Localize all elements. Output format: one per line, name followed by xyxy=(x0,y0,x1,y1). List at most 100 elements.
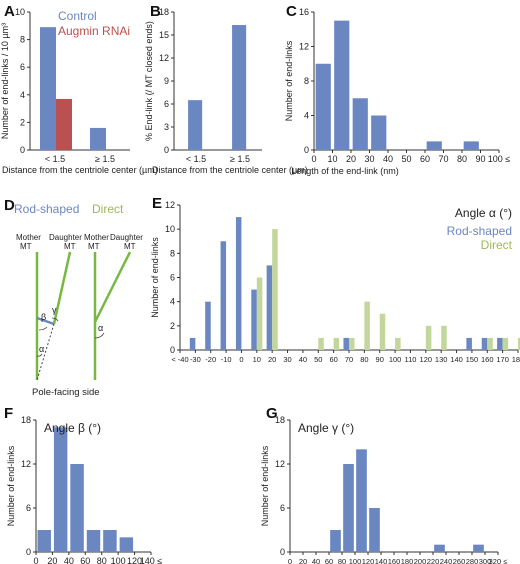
bar xyxy=(235,217,242,350)
y-tick-label: 10 xyxy=(165,224,175,234)
label-mt-right: MT xyxy=(88,242,100,251)
bar xyxy=(441,325,447,350)
x-tick-label: 180 xyxy=(401,557,414,564)
panel-label-c: C xyxy=(286,3,297,20)
bar xyxy=(315,63,331,150)
bar xyxy=(497,337,503,350)
y-tick-label: 0 xyxy=(164,145,169,155)
y-tick-label: 12 xyxy=(21,459,31,469)
x-tick-label: 0 xyxy=(239,355,243,364)
chart-g: 0 6 12 18 Number of end-links 0 20 40 60 80 100 120… xyxy=(260,415,507,564)
bar xyxy=(487,337,493,350)
y-tick-label: 8 xyxy=(304,76,309,86)
chart-title: Angle α (°) xyxy=(455,206,512,220)
x-tick-label: 80 xyxy=(457,154,467,164)
bar xyxy=(251,289,257,350)
y-tick-label: 4 xyxy=(304,111,309,121)
y-tick-label: 18 xyxy=(159,7,169,17)
x-tick-label: -30 xyxy=(190,355,201,364)
bar xyxy=(364,301,370,350)
y-axis-title: Number of end-links xyxy=(150,237,160,318)
label-daughter-right: Daughter xyxy=(110,233,143,242)
label-mother-right: Mother xyxy=(84,233,109,242)
y-tick-label: 18 xyxy=(275,415,285,425)
y-tick-label: 0 xyxy=(280,547,285,557)
alpha-symbol-1: α xyxy=(39,344,44,354)
y-tick-label: 6 xyxy=(20,62,25,72)
x-tick-label: 70 xyxy=(438,154,448,164)
x-tick-label: ≥ 1.5 xyxy=(95,154,115,164)
x-tick-label: 20 xyxy=(268,355,276,364)
x-tick-label: 200 xyxy=(414,557,427,564)
x-tick-label: < -40 xyxy=(171,355,188,364)
y-tick-label: 6 xyxy=(164,99,169,109)
legend-entry: Augmin RNAi xyxy=(58,24,130,38)
bar xyxy=(369,508,380,552)
x-tick-label: 60 xyxy=(325,557,333,564)
bar xyxy=(333,337,340,350)
x-tick-label: 120 xyxy=(127,556,142,564)
charts-layer: 0 2 4 6 8 10 Number of end-links / 10 µm³ < 1.5… xyxy=(0,7,520,564)
bar xyxy=(119,537,134,552)
bar xyxy=(256,277,263,350)
label-mt-left2: MT xyxy=(64,242,76,251)
x-tick-label: 160 xyxy=(388,557,401,564)
gamma-symbol: γ xyxy=(52,305,57,315)
bar xyxy=(466,337,472,350)
x-tick-label: 80 xyxy=(338,557,346,564)
bar xyxy=(379,313,386,350)
bar xyxy=(334,20,350,150)
x-tick-label: 50 xyxy=(401,154,411,164)
bar xyxy=(518,337,520,350)
x-tick-label: 80 xyxy=(360,355,368,364)
x-tick-label: 280 xyxy=(466,557,479,564)
gamma-arc xyxy=(51,317,59,322)
x-tick-label: < 1.5 xyxy=(45,154,65,164)
y-tick-label: 9 xyxy=(164,76,169,86)
bar xyxy=(40,27,56,150)
bar xyxy=(272,229,278,350)
bar xyxy=(473,544,484,552)
chart-a: 0 2 4 6 8 10 Number of end-links / 10 µm³ < 1.5… xyxy=(0,7,158,175)
chart-f: 0 6 12 18 Number of end-links 0 20 40 60 80 100 120… xyxy=(6,415,162,564)
chart-c: 0 4 8 12 16 Number of end-links 0 10 20 30 40 50 60 7… xyxy=(284,7,510,176)
x-tick-label: 240 xyxy=(440,557,453,564)
x-tick-label: 20 xyxy=(346,154,356,164)
x-tick-label: 110 xyxy=(404,355,416,364)
x-tick-label: 60 xyxy=(329,355,337,364)
x-tick-label: 0 xyxy=(33,556,38,564)
x-tick-label: 60 xyxy=(420,154,430,164)
x-tick-label: 120 xyxy=(362,557,375,564)
bar xyxy=(502,337,509,350)
bar xyxy=(426,141,442,150)
daughter-mt-right xyxy=(93,251,132,323)
x-tick-label: < 1.5 xyxy=(186,154,206,164)
x-tick-label: 20 xyxy=(47,556,57,564)
y-tick-label: 6 xyxy=(280,503,285,513)
label-mt-left: MT xyxy=(20,242,32,251)
y-tick-label: 2 xyxy=(20,117,25,127)
x-tick-label: 100 xyxy=(349,557,362,564)
x-tick-label: 70 xyxy=(345,355,353,364)
y-axis-title: Number of end-links xyxy=(284,40,294,121)
bar xyxy=(434,544,445,552)
bar xyxy=(463,141,479,150)
bar xyxy=(318,337,324,350)
y-axis-title: Number of end-links xyxy=(260,445,270,526)
y-tick-label: 8 xyxy=(20,35,25,45)
daughter-mt-left xyxy=(52,251,72,325)
y-tick-label: 0 xyxy=(170,345,175,355)
chart-e: 0 2 4 6 8 10 12 Number of end-links < -40 -30 -20-… xyxy=(150,200,520,364)
y-tick-label: 16 xyxy=(299,7,309,17)
y-axis-title: Number of end-links / 10 µm³ xyxy=(0,23,10,139)
x-tick-label: 90 xyxy=(475,154,485,164)
panel-label-d: D xyxy=(4,197,15,214)
x-tick-label: 140 ≤ xyxy=(140,556,163,564)
bar xyxy=(232,25,247,150)
y-tick-label: 2 xyxy=(170,321,175,331)
x-tick-label: 40 xyxy=(299,355,307,364)
alpha-arc-2 xyxy=(94,332,105,339)
bar xyxy=(395,337,401,350)
bar xyxy=(37,530,51,552)
bar xyxy=(330,530,341,552)
